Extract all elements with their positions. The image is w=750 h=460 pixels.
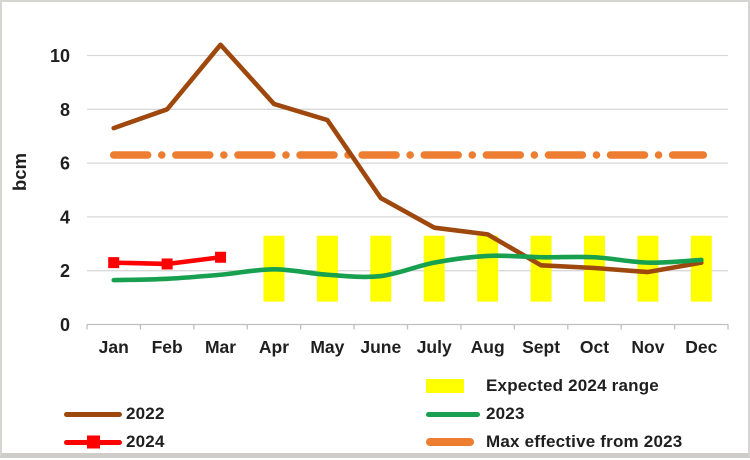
x-axis-month-label: Sept — [522, 337, 560, 357]
expected-range-bar — [423, 235, 445, 302]
legend-item-max-effective: Max effective from 2023 — [426, 428, 682, 456]
legend-label-2024: 2024 — [126, 432, 165, 451]
x-axis-month-label: May — [310, 337, 344, 357]
expected-range-bar — [316, 235, 338, 302]
legend-label-max-effective: Max effective from 2023 — [486, 432, 683, 451]
y-axis-tick-label: 2 — [60, 261, 70, 281]
x-axis-month-label: Feb — [152, 337, 183, 357]
legend-left-column: 2022 2024 — [64, 400, 165, 456]
x-axis-month-label: Apr — [259, 337, 289, 357]
x-axis-month-label: Aug — [471, 337, 505, 357]
legend-item-expected-2024-range: Expected 2024 range — [426, 372, 682, 400]
2022-line-icon — [64, 411, 126, 417]
y-axis-tick-label: 8 — [60, 100, 70, 120]
legend-item-2024: 2024 — [64, 428, 165, 456]
expected-range-bar — [370, 235, 392, 302]
x-axis-month-label: Mar — [205, 337, 236, 357]
x-axis-month-label: Nov — [631, 337, 664, 357]
orange-dash-swatch-icon — [426, 438, 486, 446]
series-2024-marker — [161, 258, 173, 270]
series-2024-marker — [215, 251, 227, 263]
x-axis-month-label: Oct — [580, 337, 609, 357]
y-axis-tick-label: 4 — [60, 207, 70, 227]
x-axis-month-label: June — [360, 337, 401, 357]
legend-right-column: Expected 2024 range 2023 Max effective f… — [426, 372, 682, 456]
series-2022-line — [111, 42, 704, 275]
series-2023-line — [111, 253, 704, 283]
expected-range-bar — [477, 235, 499, 302]
legend-item-2022: 2022 — [64, 400, 165, 428]
2024-line-marker-icon — [64, 435, 126, 449]
x-axis-month-label: July — [417, 337, 452, 357]
y-axis-tick-label: 0 — [60, 315, 70, 335]
yellow-range-swatch-icon — [426, 379, 486, 393]
series-2024-marker — [108, 257, 120, 269]
red-square-marker-icon — [87, 435, 100, 449]
x-axis-month-label: Jan — [99, 337, 129, 357]
expected-range-bar — [637, 235, 659, 302]
x-axis-month-label: Dec — [685, 337, 717, 357]
legend-label-expected-range: Expected 2024 range — [486, 376, 659, 395]
2023-line-icon — [426, 411, 486, 417]
legend-label-2022: 2022 — [126, 404, 165, 423]
expected-range-bar — [530, 235, 552, 302]
expected-range-bar — [690, 235, 712, 302]
y-axis-tick-label: 10 — [50, 46, 70, 66]
legend-item-2023: 2023 — [426, 400, 682, 428]
y-axis-tick-label: 6 — [60, 154, 70, 174]
y-axis-title: bcm — [9, 153, 30, 191]
legend-label-2023: 2023 — [486, 404, 525, 423]
